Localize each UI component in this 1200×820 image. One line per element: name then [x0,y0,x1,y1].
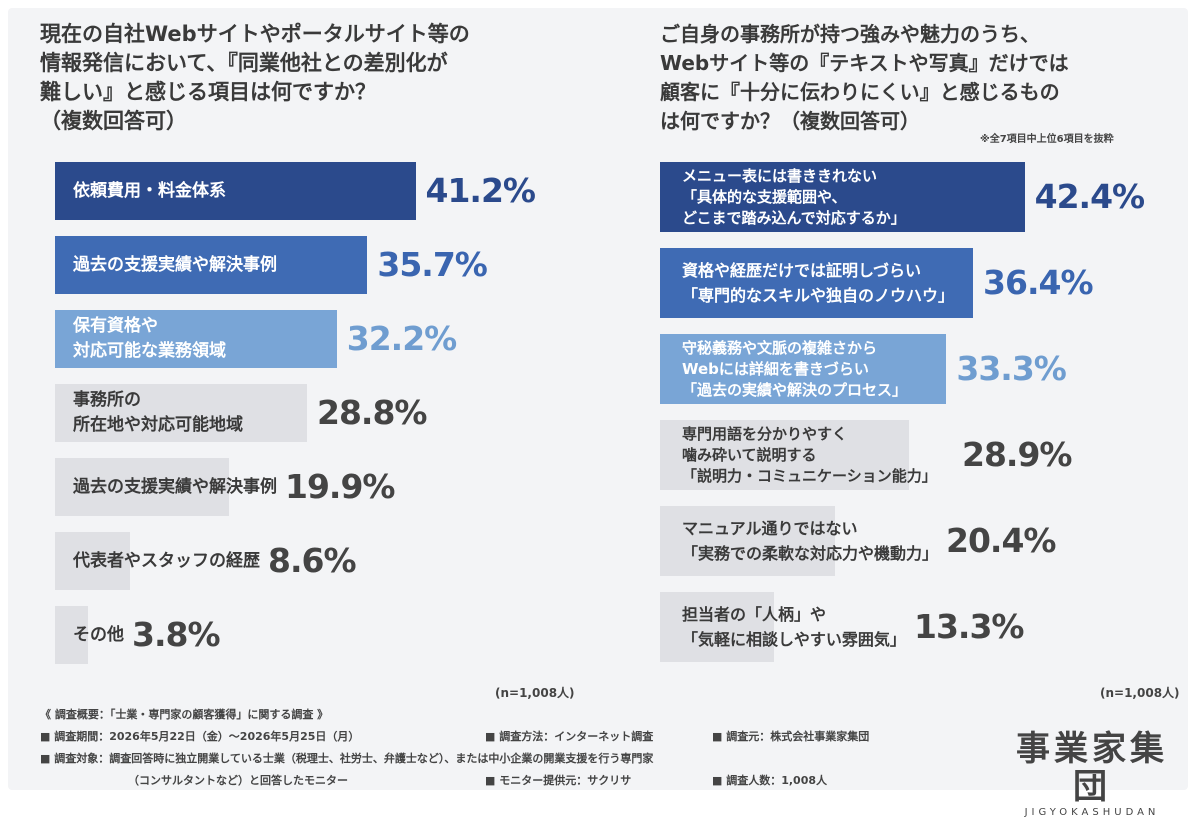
bar-label-1: 依頼費用・料金体系 [73,180,226,201]
bar-7 [55,606,89,664]
bar-label-3: 保有資格や 対応可能な業務領域 [73,316,226,361]
bar-value-5: 19.9% [285,467,395,506]
right-bar-chart: メニュー表には書ききれない 「具体的な支援範囲や、 どこまで踏み込んで対応するか… [660,20,1190,690]
left-chart-panel: 現在の自社Webサイトやポータルサイト等の 情報発信において、『同業他社との差別… [40,20,595,700]
right-chart-title: ご自身の事務所が持つ強みや魅力のうち、 Webサイト等の『テキストや写真』だけで… [660,22,1069,133]
bar-5 [55,458,230,516]
bar-value-2: 36.4% [983,263,1093,302]
right-sample-size-note: (n=1,008人) [1100,686,1180,700]
footer-count: ■ 調査人数：1,008人 [712,774,828,787]
bar-value-6: 8.6% [268,541,357,580]
bar-value-3: 33.3% [956,349,1066,388]
bar-value-4: 28.8% [317,393,427,432]
bar-3 [660,334,947,404]
bar-label-5: 過去の支援実績や解決事例 [73,476,277,497]
footer-target-cont: （コンサルタントなど）と回答したモニター [128,774,348,787]
bar-label-6: 代表者やスタッフの経歴 [73,550,260,571]
left-chart-title: 現在の自社Webサイトやポータルサイト等の 情報発信において、『同業他社との差別… [40,22,470,133]
footer-source: ■ 調査元：株式会社事業家集団 [712,730,870,743]
bar-6 [55,532,131,590]
logo-sub-text: JIGYOKASHUDAN [1024,807,1160,818]
footer-provider: ■ モニター提供元：サクリサ [485,774,632,787]
bar-1 [660,162,1025,232]
bar-5 [660,506,836,576]
bar-4 [55,384,307,442]
company-logo: 事業家集団 JIGYOKASHUDAN [1002,730,1182,818]
bar-label-2: 資格や経歴だけでは証明しづらい 「専門的なスキルや独自のノウハウ」 [682,261,955,305]
bar-label-2: 過去の支援実績や解決事例 [73,254,277,275]
bar-6 [660,592,775,662]
right-chart-panel: ご自身の事務所が持つ強みや魅力のうち、 Webサイト等の『テキストや写真』だけで… [660,20,1190,700]
bar-3 [55,310,337,368]
bar-value-5: 20.4% [946,521,1056,560]
bar-value-2: 35.7% [377,245,487,284]
bar-value-7: 3.8% [132,615,221,654]
footer-summary: 《 調査概要：「士業・専門家の顧客獲得」に関する調査 》 [40,708,329,721]
logo-main-text: 事業家集団 [1016,729,1168,807]
bar-label-4: 専門用語を分かりやすく 噛み砕いて説明する 「説明力・コミュニケーション能力」 [682,424,937,485]
bar-label-1: メニュー表には書ききれない 「具体的な支援範囲や、 どこまで踏み込んで対応するか… [682,166,906,227]
footer-period: ■ 調査期間：2026年5月22日（金）〜2026年5月25日（月） [40,730,360,743]
bar-label-5: マニュアル通りではない 「実務での柔軟な対応力や機動力」 [682,519,939,563]
left-sample-size-note: (n=1,008人) [495,686,575,700]
bar-label-7: その他 [73,624,124,645]
bar-value-1: 42.4% [1034,177,1145,216]
footer-target: ■ 調査対象：調査回答時に独立開業している士業（税理士、社労士、弁護士など）、ま… [40,752,654,765]
bar-4 [660,420,909,490]
bar-value-3: 32.2% [346,319,457,358]
bar-value-1: 41.2% [425,171,536,210]
bar-2 [660,248,974,318]
bar-value-6: 13.3% [914,607,1024,646]
bar-label-3: 守秘義務や文脈の複雑さから Webには詳細を書きづらい 「過去の実績や解決のプロ… [682,338,908,399]
bar-label-4: 事務所の 所在地や対応可能地域 [73,390,243,435]
left-bar-chart: 依頼費用・料金体系 41.2% 過去の支援実績や解決事例 35.7% 保有資格や 対応可… [40,20,595,690]
bar-1 [55,162,416,220]
footer-method: ■ 調査方法：インターネット調査 [485,730,654,743]
right-chart-subtitle: ※全7項目中上位6項目を抜粋 [980,134,1114,145]
bar-label-6: 担当者の「人柄」や 「気軽に相談しやすい雰囲気」 [682,605,906,649]
bar-value-4: 28.9% [962,435,1072,474]
bar-2 [55,236,368,294]
